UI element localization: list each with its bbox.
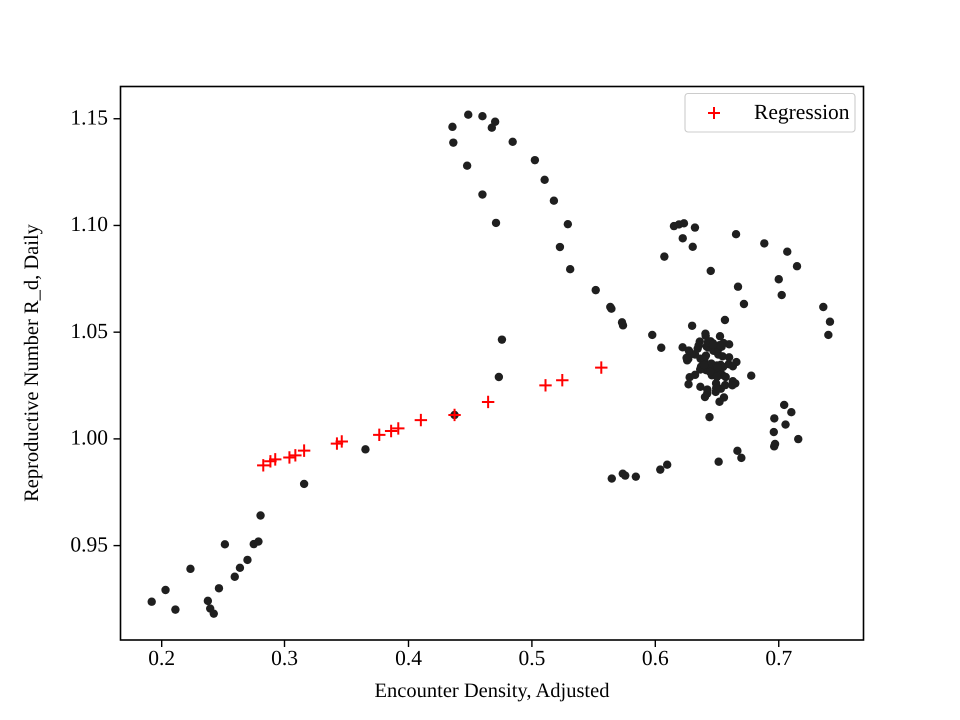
svg-text:0.7: 0.7 — [765, 646, 792, 670]
svg-text:0.2: 0.2 — [148, 646, 175, 670]
svg-text:Regression: Regression — [754, 100, 850, 124]
svg-text:Reproductive Number R_d, Daily: Reproductive Number R_d, Daily — [21, 223, 43, 502]
svg-text:1.00: 1.00 — [70, 426, 108, 450]
svg-text:0.6: 0.6 — [642, 646, 669, 670]
svg-text:0.5: 0.5 — [518, 646, 545, 670]
svg-text:0.95: 0.95 — [70, 532, 108, 556]
svg-text:0.4: 0.4 — [395, 646, 422, 670]
svg-text:Encounter Density, Adjusted: Encounter Density, Adjusted — [375, 680, 610, 702]
svg-text:1.15: 1.15 — [70, 106, 108, 130]
svg-text:0.3: 0.3 — [271, 646, 298, 670]
svg-text:1.10: 1.10 — [70, 212, 108, 236]
svg-text:1.05: 1.05 — [70, 319, 108, 343]
